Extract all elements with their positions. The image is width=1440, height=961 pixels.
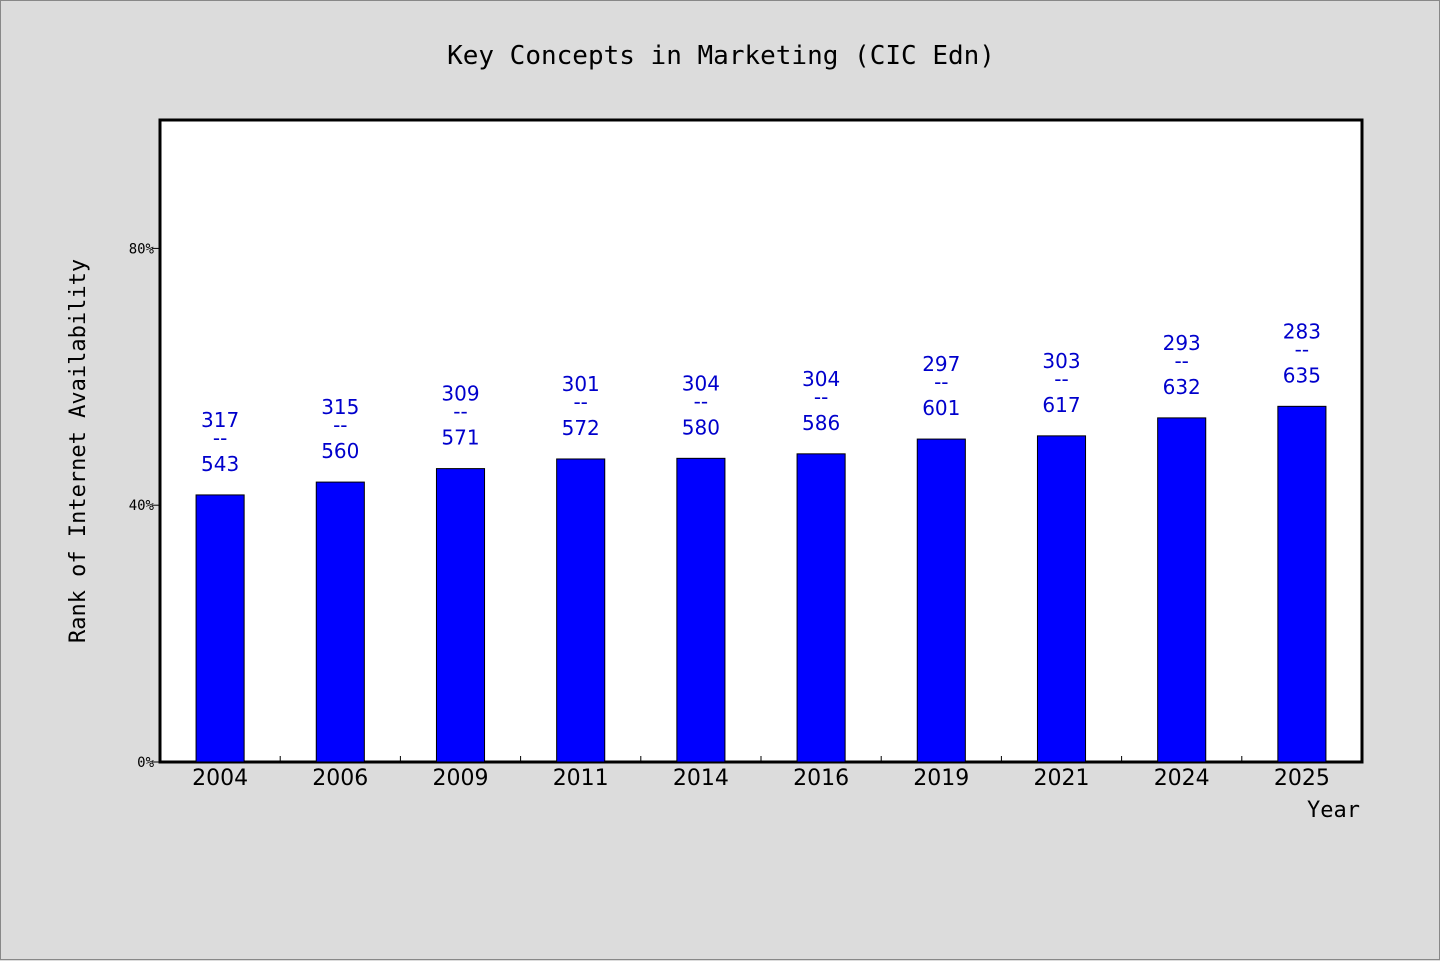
bar-label-top-2021: 303	[1042, 349, 1080, 373]
bar-2004	[195, 494, 245, 763]
bar-2014	[676, 457, 726, 763]
x-tick-label-2009: 2009	[433, 766, 489, 791]
x-tick-label-2024: 2024	[1154, 766, 1210, 791]
bar-label-top-2004: 317	[201, 408, 239, 432]
bar-label-sep-2021: --	[1054, 367, 1068, 391]
bar-label-bottom-2004: 543	[201, 452, 239, 476]
y-axis: 0% 40% 80%	[129, 241, 160, 771]
bar-label-bottom-2014: 580	[682, 415, 720, 439]
x-tick-label-2004: 2004	[192, 766, 248, 791]
bar-label-sep-2016: --	[814, 385, 828, 409]
bar-label-top-2009: 309	[441, 382, 479, 406]
x-tick-label-2011: 2011	[553, 766, 609, 791]
bar-2021	[1036, 435, 1087, 763]
bar-label-sep-2014: --	[694, 389, 708, 413]
bar-label-sep-2019: --	[934, 370, 948, 394]
bar-label-top-2011: 301	[562, 372, 600, 396]
bar-2006	[315, 481, 365, 763]
bar-label-bottom-2021: 617	[1042, 393, 1080, 417]
bar-2024	[1157, 417, 1207, 763]
x-axis-title: Year	[1307, 798, 1360, 823]
x-tick-label-2021: 2021	[1034, 766, 1090, 791]
bar-label-bottom-2011: 572	[562, 416, 600, 440]
y-tick-label: 40%	[129, 498, 155, 514]
bars-layer	[195, 405, 1327, 763]
x-tick-label-2016: 2016	[793, 766, 849, 791]
bar-label-sep-2025: --	[1295, 337, 1309, 361]
chart-title: Key Concepts in Marketing (CIC Edn)	[447, 41, 995, 71]
x-axis: 2004 2006 2009 2011 2014 2016 2019 2021 2024 2025	[192, 756, 1330, 791]
bar-2019	[916, 438, 966, 763]
bar-label-top-2016: 304	[802, 367, 840, 391]
bar-label-top-2014: 304	[682, 371, 720, 395]
bar-label-top-2019: 297	[922, 352, 960, 376]
bar-label-bottom-2019: 601	[922, 396, 960, 420]
bar-2025	[1277, 405, 1327, 763]
bar-2016	[796, 453, 846, 763]
bar-label-sep-2006: --	[333, 413, 347, 437]
bar-2011	[556, 458, 606, 763]
bar-label-bottom-2009: 571	[441, 426, 479, 450]
y-tick-label: 0%	[137, 755, 154, 771]
x-tick-label-2019: 2019	[913, 766, 969, 791]
bar-labels-layer: 317--543315--560309--571301--572304--580…	[201, 319, 1321, 476]
x-tick-label-2006: 2006	[312, 766, 368, 791]
x-tick-label-2025: 2025	[1274, 766, 1330, 791]
bar-label-sep-2024: --	[1174, 349, 1188, 373]
bar-label-bottom-2025: 635	[1283, 363, 1321, 387]
y-tick-label: 80%	[129, 241, 155, 257]
bar-2009	[435, 468, 486, 763]
bar-label-bottom-2024: 632	[1163, 375, 1201, 399]
bar-label-bottom-2006: 560	[321, 439, 359, 463]
bar-label-bottom-2016: 586	[802, 411, 840, 435]
bar-label-top-2024: 293	[1163, 331, 1201, 355]
x-tick-label-2014: 2014	[673, 766, 729, 791]
bar-label-sep-2009: --	[453, 400, 467, 424]
bar-label-sep-2011: --	[573, 390, 587, 414]
bar-label-sep-2004: --	[213, 426, 227, 450]
bar-label-top-2025: 283	[1283, 319, 1321, 343]
bar-label-top-2006: 315	[321, 395, 359, 419]
y-axis-title: Rank of Internet Availability	[66, 259, 91, 643]
